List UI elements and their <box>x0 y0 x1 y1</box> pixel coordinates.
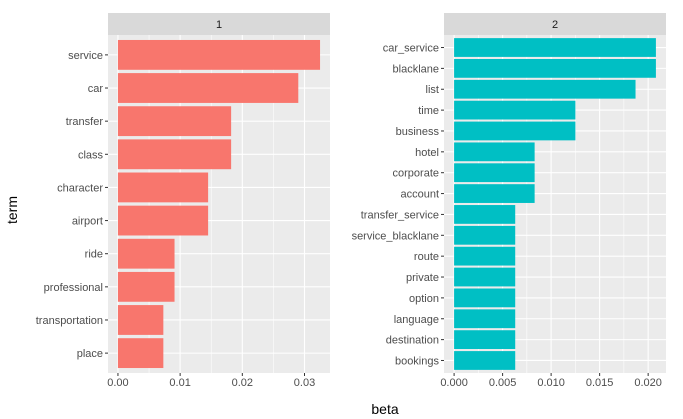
y-tick-label: transportation <box>36 315 103 327</box>
y-tick-label: class <box>78 149 104 161</box>
y-tick-label: hotel <box>415 147 439 159</box>
bar-transportation <box>117 305 164 335</box>
bar-airport <box>117 205 209 236</box>
x-tick-label: 0.03 <box>294 377 315 389</box>
y-tick-label: list <box>426 84 439 96</box>
x-tick-label: 0.020 <box>634 377 662 389</box>
x-tick-label: 0.02 <box>232 377 253 389</box>
bar-blacklane <box>454 58 656 78</box>
panel-strip <box>108 13 330 35</box>
y-tick-label: place <box>77 348 103 360</box>
x-tick-label: 0.000 <box>440 377 468 389</box>
x-axis-title: beta <box>371 401 398 417</box>
bar-place <box>117 338 164 369</box>
panel-1: 1 0.00 0.01 0.02 0.03 service car transfer class… <box>36 13 330 389</box>
bar-service <box>117 39 321 70</box>
y-tick-label: time <box>418 105 439 117</box>
bar-bookings <box>454 351 516 370</box>
x-tick-label: 0.00 <box>107 377 128 389</box>
y-tick-label: blacklane <box>393 63 439 75</box>
x-tick-label: 0.010 <box>537 377 565 389</box>
y-tick-label: car <box>88 83 104 95</box>
y-tick-label: transfer <box>66 116 104 128</box>
bar-transfer <box>117 106 232 137</box>
bar-destination <box>454 330 516 350</box>
y-tick-label: business <box>396 126 440 138</box>
x-tick-label: 0.015 <box>586 377 614 389</box>
bar-class <box>117 139 232 170</box>
panel-strip-label: 1 <box>216 19 222 31</box>
x-tick-label: 0.005 <box>489 377 517 389</box>
panels-layer: 1 0.00 0.01 0.02 0.03 service car transfer class… <box>36 13 666 389</box>
bar-service_blacklane <box>454 225 516 245</box>
bar-private <box>454 267 516 287</box>
bar-business <box>454 121 576 141</box>
bar-account <box>454 184 535 203</box>
bar-option <box>454 288 516 308</box>
bar-route <box>454 246 516 266</box>
y-tick-label: bookings <box>395 355 440 367</box>
bar-time <box>454 100 576 120</box>
bar-ride <box>117 238 175 269</box>
bar-professional <box>117 271 175 302</box>
bar-language <box>454 309 516 329</box>
panel-strip-label: 2 <box>552 19 558 31</box>
y-tick-label: professional <box>44 282 103 294</box>
y-tick-label: corporate <box>393 168 439 180</box>
panel-strip <box>444 13 666 35</box>
y-tick-label: service_blacklane <box>352 230 439 242</box>
y-tick-label: private <box>406 272 439 284</box>
bar-hotel <box>454 142 535 162</box>
bar-car_service <box>454 38 656 57</box>
x-tick-label: 0.01 <box>169 377 190 389</box>
bar-list <box>454 79 636 99</box>
bar-corporate <box>454 163 535 183</box>
y-tick-label: ride <box>85 249 103 261</box>
y-tick-label: route <box>414 251 439 263</box>
y-tick-label: language <box>394 314 439 326</box>
y-tick-label: service <box>68 50 103 62</box>
panel-2: 2 0.000 0.005 0.010 0.015 0.020 car_servicebla… <box>352 13 666 389</box>
y-tick-label: account <box>400 189 439 201</box>
y-tick-label: airport <box>72 216 103 228</box>
y-tick-label: transfer_service <box>361 209 439 221</box>
y-axis-title: term <box>4 196 20 224</box>
y-tick-label: destination <box>386 335 439 347</box>
y-tick-label: car_service <box>383 43 439 55</box>
bar-car <box>117 73 299 103</box>
bar-character <box>117 172 209 203</box>
y-tick-label: character <box>57 182 103 194</box>
bar-transfer_service <box>454 205 516 224</box>
y-tick-label: option <box>409 293 439 305</box>
